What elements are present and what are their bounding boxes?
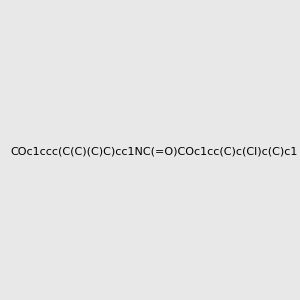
- Text: COc1ccc(C(C)(C)C)cc1NC(=O)COc1cc(C)c(Cl)c(C)c1: COc1ccc(C(C)(C)C)cc1NC(=O)COc1cc(C)c(Cl)…: [10, 146, 297, 157]
